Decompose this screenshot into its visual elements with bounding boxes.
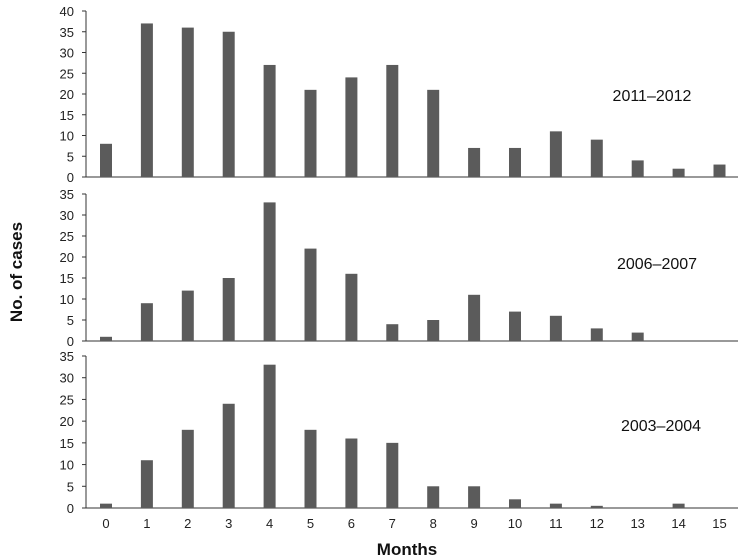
x-tick-label: 15 <box>712 516 726 531</box>
bar-month-8 <box>427 320 440 341</box>
x-tick-label: 2 <box>184 516 191 531</box>
y-tick-label: 30 <box>60 46 74 61</box>
y-tick-label: 40 <box>60 4 74 19</box>
y-tick-label: 35 <box>60 187 74 202</box>
bar-month-4 <box>263 64 276 177</box>
bar-month-11 <box>549 315 562 341</box>
y-tick-label: 0 <box>67 501 74 516</box>
y-tick-label: 5 <box>67 149 74 164</box>
bar-month-1 <box>140 303 153 341</box>
bar-month-10 <box>509 147 521 177</box>
period-label: 2003–2004 <box>621 418 701 435</box>
bar-month-11 <box>549 131 562 177</box>
bar-month-1 <box>140 23 153 178</box>
bar-month-3 <box>222 31 235 177</box>
bar-month-15 <box>713 164 726 177</box>
chart-panel-1: 0 5 10 15 20 25 30 35 2006–2007 <box>60 187 738 349</box>
y-tick-label: 25 <box>60 392 74 407</box>
y-tick-label: 10 <box>60 292 74 307</box>
bar-month-8 <box>427 89 440 177</box>
bar-month-13 <box>631 160 644 177</box>
bar-month-2 <box>181 290 194 341</box>
bar-month-14 <box>672 168 685 177</box>
y-tick-label: 20 <box>60 250 74 265</box>
y-tick-label: 0 <box>67 334 74 349</box>
bar-month-5 <box>304 248 317 341</box>
bar-month-3 <box>222 278 235 341</box>
bar-month-7 <box>386 324 399 341</box>
y-tick-label: 5 <box>67 313 74 328</box>
bar-month-1 <box>140 460 153 508</box>
bar-month-3 <box>222 403 235 508</box>
y-tick-label: 10 <box>60 458 74 473</box>
x-tick-label: 9 <box>470 516 477 531</box>
y-tick-label: 15 <box>60 108 74 123</box>
bar-month-13 <box>631 332 644 341</box>
x-tick-label: 4 <box>266 516 273 531</box>
x-tick-label: 3 <box>225 516 232 531</box>
y-tick-label: 20 <box>60 87 74 102</box>
bar-month-8 <box>427 486 440 508</box>
bar-month-12 <box>590 505 603 508</box>
bar-month-11 <box>549 503 562 508</box>
bar-month-7 <box>386 64 399 177</box>
bar-month-0 <box>100 143 112 177</box>
bar-month-9 <box>468 147 481 177</box>
x-tick-label: 7 <box>389 516 396 531</box>
y-tick-label: 15 <box>60 271 74 286</box>
x-tick-label: 5 <box>307 516 314 531</box>
bar-month-4 <box>263 364 276 508</box>
bar-month-12 <box>590 328 603 341</box>
x-axis-label: Months <box>377 540 437 559</box>
x-tick-label: 11 <box>549 516 563 531</box>
x-tick-label: 6 <box>348 516 355 531</box>
y-tick-label: 30 <box>60 371 74 386</box>
bar-month-9 <box>468 294 481 341</box>
y-tick-label: 35 <box>60 25 74 40</box>
chart-panels: 0 5 10 15 20 25 30 35 40 2011–2012 0 5 10 15 20 25 30 35 2… <box>60 4 738 516</box>
chart-panel-2: 0 5 10 15 20 25 30 35 2003–2004 <box>60 349 738 516</box>
y-tick-label: 20 <box>60 414 74 429</box>
bar-month-14 <box>672 503 685 508</box>
bar-month-6 <box>345 273 358 341</box>
bar-month-12 <box>590 139 603 177</box>
x-tick-label: 14 <box>671 516 685 531</box>
period-label: 2011–2012 <box>613 88 692 105</box>
bar-month-0 <box>100 503 112 508</box>
x-tick-label: 8 <box>430 516 437 531</box>
bar-month-7 <box>386 442 399 508</box>
y-tick-label: 25 <box>60 229 74 244</box>
y-tick-label: 30 <box>60 208 74 223</box>
bar-month-10 <box>509 311 521 341</box>
y-tick-label: 25 <box>60 66 74 81</box>
x-tick-label: 13 <box>630 516 644 531</box>
y-tick-label: 5 <box>67 479 74 494</box>
bar-month-5 <box>304 429 317 508</box>
bar-month-10 <box>509 499 521 508</box>
y-tick-label: 15 <box>60 436 74 451</box>
y-tick-label: 10 <box>60 129 74 144</box>
y-tick-label: 0 <box>67 170 74 185</box>
bar-month-4 <box>263 202 276 341</box>
x-tick-label: 1 <box>143 516 150 531</box>
x-tick-label: 10 <box>508 516 522 531</box>
bar-month-9 <box>468 486 481 508</box>
bar-month-2 <box>181 27 194 177</box>
x-tick-labels: 0 1 2 3 4 5 6 7 8 9 10 11 12 13 14 15 <box>102 516 726 531</box>
bar-month-6 <box>345 77 358 177</box>
chart-panel-0: 0 5 10 15 20 25 30 35 40 2011–2012 <box>60 4 738 185</box>
x-tick-label: 12 <box>590 516 604 531</box>
x-tick-label: 0 <box>102 516 109 531</box>
bar-month-0 <box>100 336 112 341</box>
y-axis-label: No. of cases <box>7 222 26 322</box>
y-tick-label: 35 <box>60 349 74 364</box>
period-label: 2006–2007 <box>617 256 697 273</box>
bar-month-6 <box>345 438 358 508</box>
bar-month-5 <box>304 89 317 177</box>
bar-month-2 <box>181 429 194 508</box>
